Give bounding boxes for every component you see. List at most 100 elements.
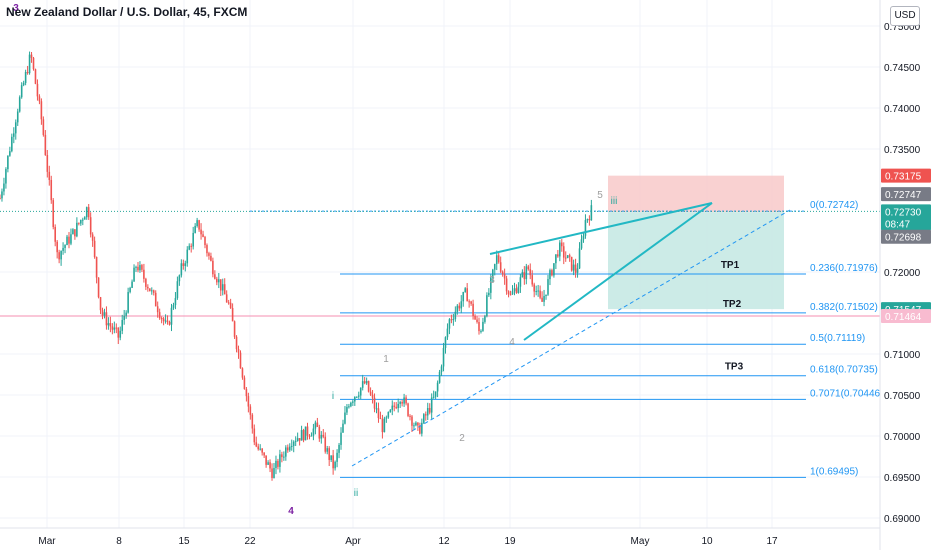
candle-body xyxy=(509,294,512,296)
currency-button[interactable]: USD xyxy=(890,6,920,26)
candle-body xyxy=(464,288,467,293)
candle-body xyxy=(480,330,482,332)
candle-body xyxy=(551,270,553,276)
candle-body xyxy=(166,320,169,323)
candle-body xyxy=(365,381,368,384)
candle-body xyxy=(348,406,350,408)
candle-body xyxy=(328,448,330,460)
candle-body xyxy=(505,278,508,292)
fib-level-label: 0(0.72742) xyxy=(810,200,858,211)
time-axis-bg xyxy=(0,528,932,550)
candle-body xyxy=(458,305,461,309)
candle-body xyxy=(44,134,47,156)
candle-body xyxy=(257,446,260,450)
candle-body xyxy=(265,455,267,465)
candle-body xyxy=(221,284,224,291)
time-axis[interactable]: Mar 8 15 22 Apr 12 19 May 10 17 xyxy=(0,527,932,550)
candle-body xyxy=(332,455,334,469)
wave-label: 2 xyxy=(459,433,465,444)
candle-body xyxy=(245,389,248,397)
candle-body xyxy=(535,291,537,293)
candle-body xyxy=(359,387,362,396)
candle-body xyxy=(395,406,398,409)
candle-body xyxy=(60,250,62,260)
candle-body xyxy=(586,219,589,221)
candle-body xyxy=(160,318,163,320)
candle-body xyxy=(281,454,283,458)
candle-body xyxy=(137,266,139,271)
candle-body xyxy=(488,292,490,296)
candle-body xyxy=(87,207,90,218)
candle-body xyxy=(326,448,329,452)
candle-body xyxy=(350,402,352,407)
candle-body xyxy=(255,442,258,447)
candle-body xyxy=(214,274,216,279)
base-channel-line[interactable] xyxy=(351,209,791,467)
lower-wedge-line[interactable] xyxy=(523,202,713,341)
candle-body xyxy=(560,242,563,247)
candle-body xyxy=(261,448,263,453)
candle-body xyxy=(85,207,88,218)
candle-body xyxy=(72,229,74,235)
candle-body xyxy=(24,72,27,83)
candle-body xyxy=(99,297,102,311)
candle-body xyxy=(93,240,96,257)
time-tick-label: 19 xyxy=(504,536,516,547)
price-axis[interactable]: 0.75000 0.74500 0.74000 0.73500 0.72000 0.710… xyxy=(879,0,932,550)
candle-body xyxy=(38,96,41,102)
fib-retracement[interactable]: 0(0.72742) 0.236(0.71976) 0.382(0.71502) 0.… xyxy=(0,200,883,478)
fib-level-label: 1(0.69495) xyxy=(810,466,858,477)
candle-body xyxy=(269,462,271,469)
candle-body xyxy=(206,245,208,254)
candle-body xyxy=(539,290,541,298)
candle-body xyxy=(312,428,315,436)
price-tick-label: 0.75000 xyxy=(884,22,921,33)
candle-body xyxy=(401,401,403,404)
candle-body xyxy=(399,401,401,404)
fib-level-label: 0.7071(0.70446) xyxy=(810,388,883,399)
trend-lines[interactable] xyxy=(351,202,791,467)
candle-body xyxy=(588,219,591,221)
candle-body xyxy=(56,241,58,253)
candle-body xyxy=(547,279,549,295)
candle-body xyxy=(562,246,565,258)
candle-body xyxy=(131,281,133,288)
price-tick-label: 0.72000 xyxy=(884,268,921,279)
candle-body xyxy=(190,245,193,247)
candle-body xyxy=(135,266,137,268)
candle-body xyxy=(336,452,338,462)
price-axis-bg xyxy=(880,0,932,550)
price-tag-bg xyxy=(881,229,931,244)
candle-body xyxy=(553,263,555,276)
candle-body xyxy=(36,83,39,97)
candle-body xyxy=(277,460,279,467)
candle-body xyxy=(468,301,470,303)
take-profit-labels: TP1 TP2 TP3 xyxy=(721,260,744,373)
candle-body xyxy=(363,381,366,384)
candle-body xyxy=(434,391,437,397)
candle-body xyxy=(440,366,443,372)
candle-body xyxy=(541,297,543,302)
candle-body xyxy=(200,229,202,235)
candle-body xyxy=(162,318,165,322)
candle-body xyxy=(322,434,325,437)
price-tick-label: 0.70000 xyxy=(884,432,921,443)
candle-body xyxy=(570,256,573,271)
candle-body xyxy=(460,301,463,309)
candle-body xyxy=(409,415,411,417)
candle-body xyxy=(241,368,244,378)
candle-body xyxy=(527,266,530,270)
candle-body xyxy=(503,274,506,279)
candle-body xyxy=(472,303,474,317)
candle-body xyxy=(432,396,435,398)
upper-wedge-line[interactable] xyxy=(489,202,713,255)
candle-body xyxy=(14,122,17,134)
candle-body xyxy=(164,320,167,322)
candle-body xyxy=(225,294,228,303)
candle-body xyxy=(584,220,587,236)
candle-body xyxy=(74,229,76,237)
candle-body xyxy=(533,284,535,292)
price-tag-bg xyxy=(881,187,931,202)
